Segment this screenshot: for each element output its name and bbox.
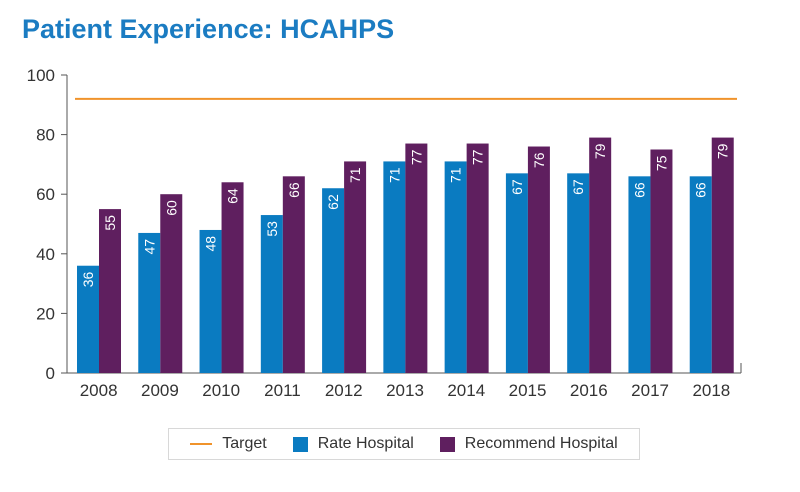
bar-label-rate: 47 bbox=[141, 239, 157, 255]
bar-label-rate: 53 bbox=[264, 221, 280, 237]
bar-label-recommend: 60 bbox=[163, 200, 179, 216]
bar-rate-hospital bbox=[567, 173, 590, 373]
bar-label-rate: 67 bbox=[570, 179, 586, 195]
bar-recommend-hospital bbox=[589, 137, 612, 373]
y-tick-label: 40 bbox=[36, 245, 55, 264]
y-tick-label: 60 bbox=[36, 185, 55, 204]
bar-rate-hospital bbox=[138, 232, 161, 373]
bar-label-recommend: 55 bbox=[102, 215, 118, 231]
legend-label-target: Target bbox=[222, 435, 267, 452]
legend-swatch-rate bbox=[292, 436, 308, 452]
x-tick-label: 2013 bbox=[386, 381, 424, 400]
y-tick-label: 100 bbox=[27, 66, 55, 85]
x-tick-label: 2010 bbox=[202, 381, 240, 400]
legend: Target Rate Hospital Recommend Hospital bbox=[168, 428, 640, 460]
bar-label-rate: 71 bbox=[386, 167, 402, 183]
y-tick-label: 20 bbox=[36, 304, 55, 323]
x-tick-label: 2017 bbox=[631, 381, 669, 400]
x-tick-label: 2018 bbox=[692, 381, 730, 400]
bar-rate-hospital bbox=[383, 161, 406, 373]
bar-label-rate: 36 bbox=[80, 272, 96, 288]
bar-label-recommend: 77 bbox=[408, 149, 424, 165]
bar-rate-hospital bbox=[322, 188, 345, 373]
bar-recommend-hospital bbox=[99, 209, 121, 373]
bar-label-rate: 62 bbox=[325, 194, 341, 210]
chart-title: Patient Experience: HCAHPS bbox=[22, 14, 395, 44]
bar-recommend-hospital bbox=[282, 176, 305, 373]
bar-label-rate: 66 bbox=[631, 182, 647, 198]
bar-label-rate: 67 bbox=[509, 179, 525, 195]
bar-label-rate: 48 bbox=[203, 236, 219, 252]
bar-rate-hospital bbox=[689, 176, 712, 373]
bar-rate-hospital bbox=[199, 229, 222, 373]
bar-label-recommend: 64 bbox=[225, 188, 241, 204]
legend-label-recommend: Recommend Hospital bbox=[464, 435, 618, 452]
y-tick-label: 80 bbox=[36, 126, 55, 145]
bar-recommend-hospital bbox=[221, 182, 244, 373]
bar-rate-hospital bbox=[505, 173, 528, 373]
bar-label-recommend: 77 bbox=[470, 149, 486, 165]
bar-recommend-hospital bbox=[160, 194, 183, 373]
bar-label-recommend: 79 bbox=[715, 143, 731, 159]
legend-item-rate: Rate Hospital bbox=[292, 435, 414, 453]
y-tick-label: 0 bbox=[46, 364, 55, 383]
bar-label-recommend: 71 bbox=[347, 167, 363, 183]
legend-label-rate: Rate Hospital bbox=[317, 435, 414, 452]
bar-label-recommend: 79 bbox=[592, 143, 608, 159]
x-tick-label: 2012 bbox=[325, 381, 363, 400]
bar-recommend-hospital bbox=[344, 161, 367, 373]
bar-recommend-hospital bbox=[650, 149, 673, 373]
x-tick-label: 2008 bbox=[80, 381, 118, 400]
bar-rate-hospital bbox=[260, 215, 283, 373]
bar-label-rate: 71 bbox=[448, 167, 464, 183]
bar-label-rate: 66 bbox=[693, 182, 709, 198]
x-tick-label: 2009 bbox=[141, 381, 179, 400]
legend-swatch-target bbox=[190, 443, 213, 445]
bar-recommend-hospital bbox=[711, 137, 734, 373]
bar-rate-hospital bbox=[444, 161, 467, 373]
x-tick-label: 2016 bbox=[570, 381, 608, 400]
legend-item-target: Target bbox=[190, 435, 267, 453]
legend-swatch-recommend bbox=[439, 436, 455, 452]
legend-item-recommend: Recommend Hospital bbox=[439, 435, 618, 453]
bar-recommend-hospital bbox=[405, 143, 428, 373]
x-tick-label: 2011 bbox=[264, 381, 301, 400]
x-tick-label: 2015 bbox=[509, 381, 547, 400]
bar-rate-hospital bbox=[77, 265, 99, 373]
bar-rate-hospital bbox=[628, 176, 651, 373]
bar-label-recommend: 75 bbox=[653, 155, 669, 171]
x-tick-label: 2014 bbox=[447, 381, 485, 400]
bar-recommend-hospital bbox=[527, 146, 550, 373]
bar-label-recommend: 76 bbox=[531, 152, 547, 168]
bar-recommend-hospital bbox=[466, 143, 489, 373]
bar-label-recommend: 66 bbox=[286, 182, 302, 198]
